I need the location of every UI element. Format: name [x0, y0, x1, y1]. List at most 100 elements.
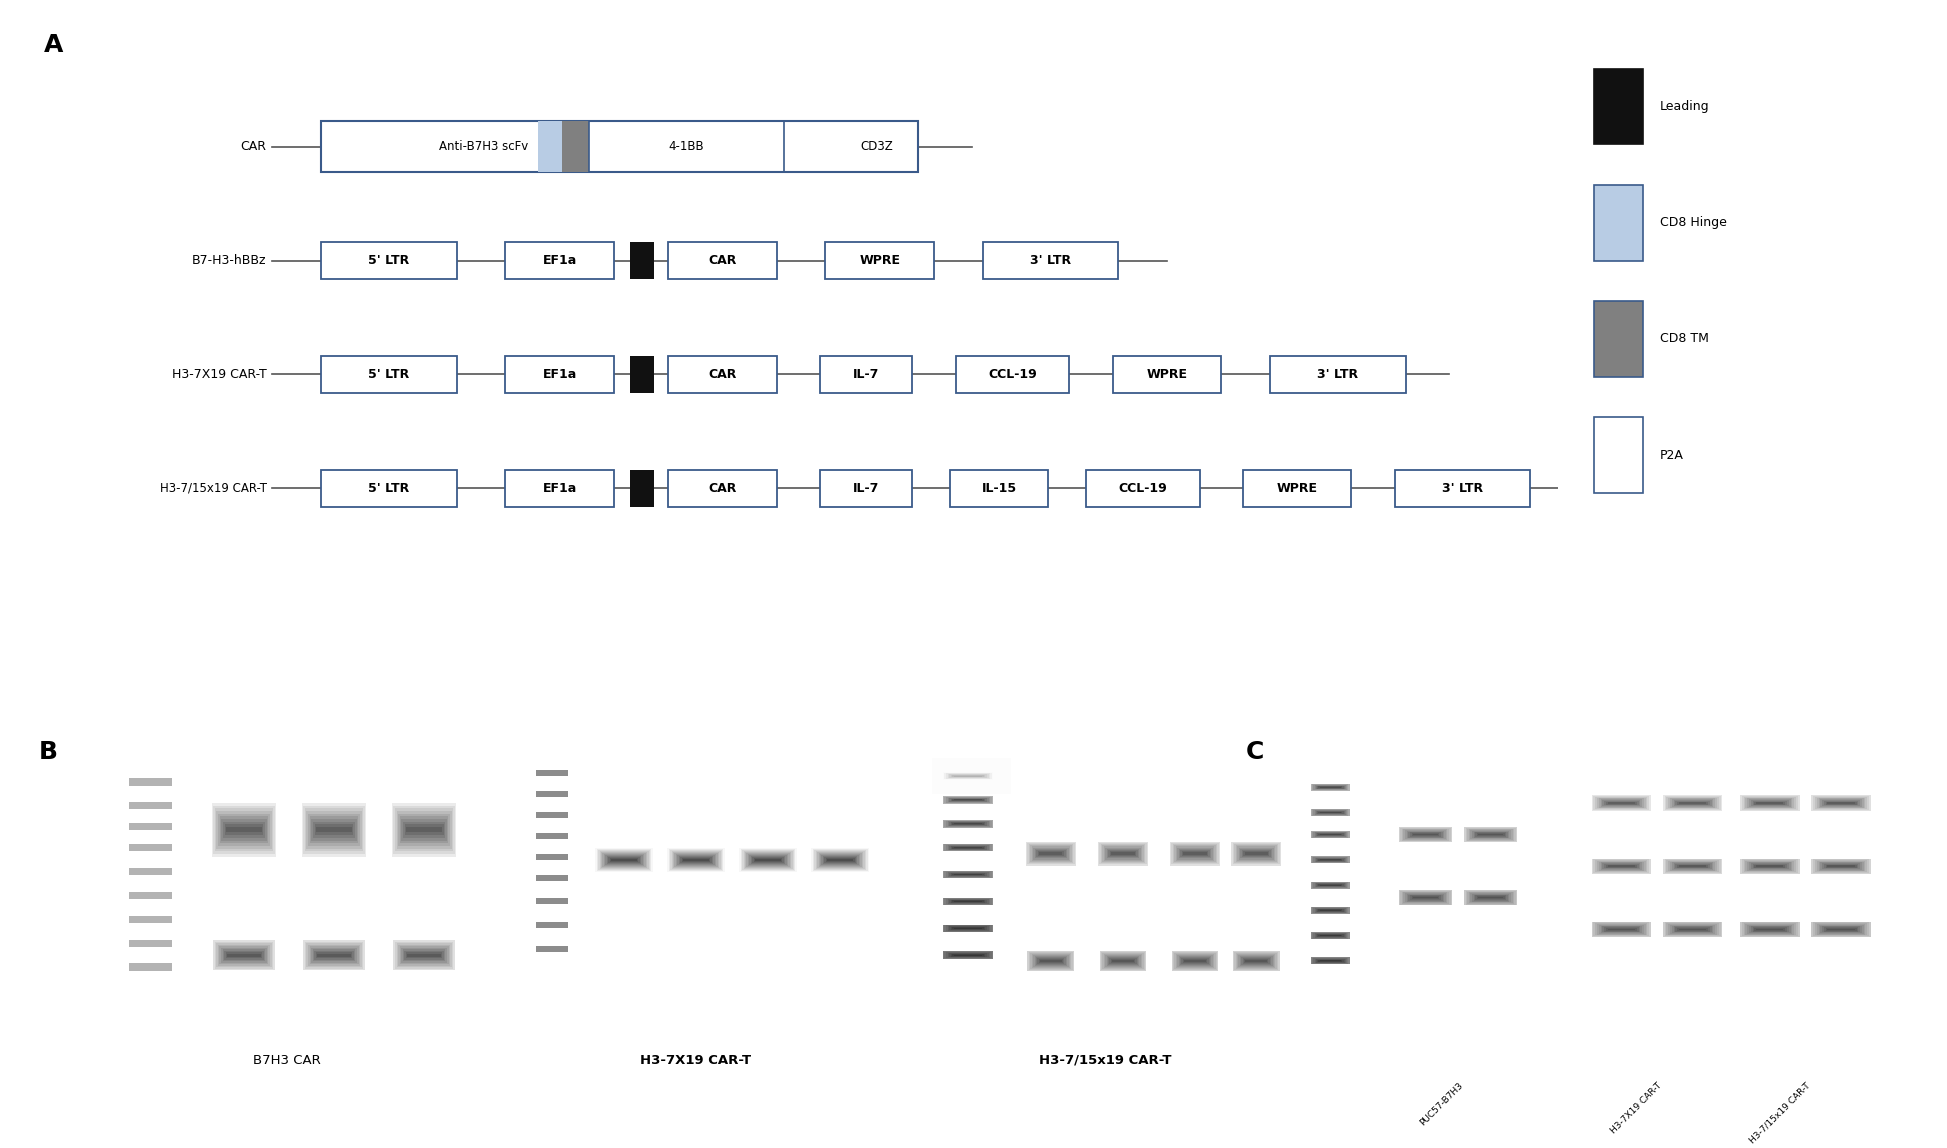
Bar: [1593, 923, 1649, 936]
Bar: [1745, 924, 1795, 934]
Bar: [535, 875, 569, 881]
Bar: [218, 814, 271, 846]
Bar: [1038, 852, 1063, 856]
Bar: [1316, 786, 1343, 789]
Bar: [1316, 908, 1345, 913]
Bar: [952, 799, 983, 801]
Bar: [1595, 69, 1643, 145]
Bar: [1815, 860, 1867, 872]
Bar: [1028, 952, 1075, 971]
Bar: [1593, 859, 1651, 874]
Bar: [1817, 798, 1865, 808]
Bar: [407, 827, 442, 832]
Bar: [1232, 952, 1279, 971]
Bar: [1818, 862, 1863, 870]
Bar: [1604, 864, 1639, 868]
Text: B7-H3-hBBz: B7-H3-hBBz: [193, 254, 267, 267]
Bar: [1750, 800, 1789, 806]
Bar: [668, 242, 777, 279]
Text: IL-7: IL-7: [853, 482, 880, 495]
Bar: [1100, 843, 1147, 864]
Text: H3-7/15x19 CAR-T: H3-7/15x19 CAR-T: [160, 482, 267, 495]
Bar: [1678, 866, 1706, 867]
Bar: [824, 856, 857, 862]
Text: CCL-19: CCL-19: [1118, 482, 1166, 495]
Bar: [1110, 959, 1137, 964]
Bar: [948, 953, 989, 957]
Text: PUC57-B7H3: PUC57-B7H3: [1417, 1081, 1464, 1127]
Bar: [602, 853, 646, 867]
Bar: [1674, 800, 1711, 806]
Bar: [1822, 800, 1859, 806]
Text: 5' LTR: 5' LTR: [368, 254, 409, 267]
Bar: [946, 871, 991, 877]
Bar: [306, 944, 362, 967]
Bar: [816, 851, 864, 869]
Bar: [1310, 831, 1349, 838]
Bar: [1314, 809, 1347, 815]
Bar: [1234, 844, 1279, 863]
Text: H3-7X19 CAR-T: H3-7X19 CAR-T: [171, 369, 267, 381]
Bar: [1316, 934, 1343, 937]
Bar: [1242, 959, 1269, 964]
Bar: [1606, 801, 1637, 805]
Bar: [1474, 894, 1507, 901]
Bar: [948, 845, 989, 850]
Bar: [946, 774, 991, 778]
Bar: [1470, 893, 1511, 902]
Bar: [1104, 954, 1143, 968]
Bar: [1314, 883, 1347, 887]
Bar: [952, 954, 983, 956]
Bar: [1826, 928, 1857, 931]
Bar: [306, 941, 362, 969]
Bar: [1174, 953, 1215, 969]
Bar: [946, 797, 991, 802]
Bar: [1752, 801, 1787, 805]
Bar: [1404, 892, 1447, 903]
Bar: [1752, 928, 1787, 931]
Bar: [1318, 934, 1341, 937]
Bar: [1040, 960, 1061, 962]
Bar: [680, 856, 713, 862]
Bar: [1314, 832, 1345, 837]
Bar: [405, 951, 444, 960]
Bar: [1811, 859, 1871, 874]
Bar: [1182, 959, 1209, 964]
Bar: [1034, 955, 1069, 967]
Bar: [1464, 827, 1517, 843]
Bar: [1312, 856, 1349, 863]
Bar: [1316, 858, 1345, 862]
Bar: [222, 948, 267, 962]
Bar: [1476, 895, 1507, 900]
Text: IL-15: IL-15: [981, 482, 1016, 495]
Bar: [1674, 926, 1711, 932]
Bar: [1114, 356, 1221, 393]
Bar: [740, 848, 796, 870]
Bar: [1745, 797, 1795, 809]
Bar: [1318, 960, 1341, 962]
Bar: [302, 802, 366, 856]
Bar: [1745, 923, 1795, 936]
Bar: [1824, 928, 1857, 931]
Bar: [1667, 923, 1719, 936]
Bar: [948, 822, 987, 825]
Bar: [1236, 846, 1275, 861]
Bar: [952, 928, 983, 929]
Bar: [1310, 856, 1349, 863]
Bar: [948, 899, 989, 903]
Bar: [1745, 861, 1795, 871]
Text: WPRE: WPRE: [859, 254, 900, 267]
Bar: [1608, 929, 1635, 930]
Bar: [668, 848, 724, 870]
Bar: [750, 854, 787, 864]
Bar: [129, 963, 171, 971]
Bar: [948, 926, 987, 930]
Bar: [1086, 470, 1199, 507]
Bar: [535, 791, 569, 797]
Bar: [405, 824, 444, 835]
Bar: [310, 946, 358, 964]
Bar: [1314, 908, 1347, 913]
Bar: [1746, 862, 1793, 870]
Bar: [313, 949, 356, 961]
Bar: [129, 892, 171, 899]
